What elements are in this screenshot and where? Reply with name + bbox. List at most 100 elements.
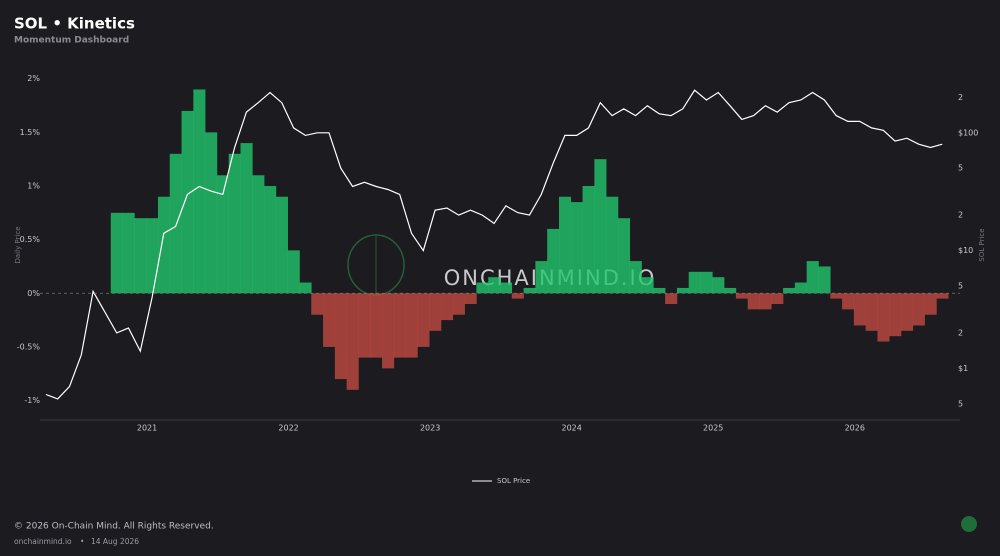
copyright: © 2026 On-Chain Mind. All Rights Reserve… <box>14 522 214 532</box>
y-tick-label: 0% <box>27 289 40 298</box>
momentum-bar <box>511 293 524 299</box>
momentum-bar <box>818 266 831 294</box>
momentum-bar <box>712 277 725 294</box>
momentum-bar <box>275 196 288 294</box>
momentum-bar <box>169 153 182 294</box>
y2-tick-label: $10 <box>958 246 973 255</box>
momentum-bar <box>264 186 277 294</box>
footer-site: onchainmind.io <box>14 537 72 546</box>
momentum-bar <box>370 293 383 358</box>
x-tick-label: 2025 <box>703 424 723 433</box>
momentum-bar <box>570 202 583 294</box>
momentum-bar <box>842 293 855 310</box>
y2-tick-label: 5 <box>958 282 963 291</box>
legend-label: SOL Price <box>497 477 530 485</box>
momentum-bar <box>794 282 807 294</box>
momentum-bar <box>853 293 866 326</box>
momentum-bar <box>417 293 430 347</box>
momentum-bar <box>441 293 454 321</box>
momentum-bar <box>924 293 937 315</box>
momentum-bar <box>205 132 218 294</box>
momentum-bar <box>676 287 690 294</box>
y-axis-label: Daily Price <box>14 226 22 263</box>
brain-logo <box>347 234 405 296</box>
momentum-bar <box>157 196 171 294</box>
y2-tick-label: 2 <box>958 328 963 337</box>
momentum-bar <box>912 293 925 326</box>
momentum-bar <box>346 293 359 390</box>
title: SOL • Kinetics <box>14 15 135 33</box>
momentum-bar <box>688 271 701 294</box>
momentum-bar <box>877 293 890 342</box>
momentum-bar <box>476 282 489 294</box>
momentum-bar <box>865 293 878 331</box>
momentum-bar <box>216 175 230 294</box>
momentum-bar <box>735 293 748 299</box>
y-tick-label: 2% <box>27 74 40 83</box>
momentum-bar <box>110 212 123 294</box>
momentum-bar <box>700 271 713 294</box>
momentum-bar <box>830 293 843 299</box>
momentum-bar <box>240 143 253 294</box>
footer-logo <box>961 516 977 532</box>
momentum-bar <box>747 293 760 310</box>
y-tick-label: -0.5% <box>17 342 41 351</box>
momentum-bar <box>193 89 206 294</box>
price-line <box>45 89 943 400</box>
momentum-bar <box>653 287 666 294</box>
y2-tick-label: 5 <box>958 399 963 408</box>
momentum-bar <box>806 261 819 294</box>
momentum-bar <box>134 218 147 294</box>
momentum-bar <box>500 282 513 294</box>
momentum-bar <box>617 218 631 294</box>
momentum-bar <box>252 175 265 294</box>
momentum-bar <box>323 293 336 347</box>
y-tick-label: -1% <box>24 396 40 405</box>
momentum-bar <box>181 110 194 294</box>
y-tick-label: 1.5% <box>20 128 41 137</box>
momentum-bar <box>771 293 784 304</box>
x-tick-label: 2022 <box>278 424 298 433</box>
momentum-bar <box>464 293 477 304</box>
momentum-bar <box>146 218 159 294</box>
momentum-bar <box>606 196 619 294</box>
momentum-bar <box>382 293 395 369</box>
momentum-bar <box>535 261 548 294</box>
momentum-bar <box>641 277 654 294</box>
plot <box>40 89 960 421</box>
y-tick-label: 0.5% <box>20 235 41 244</box>
momentum-bar <box>429 293 442 331</box>
subtitle: Momentum Dashboard <box>14 36 129 46</box>
y2-tick-label: $1 <box>958 364 968 373</box>
momentum-bar <box>311 293 324 315</box>
x-tick-label: 2023 <box>420 424 440 433</box>
y2-tick-label: 5 <box>958 164 963 173</box>
x-tick-label: 2026 <box>845 424 865 433</box>
momentum-bar <box>665 293 678 304</box>
momentum-bar <box>594 159 607 294</box>
momentum-bar <box>582 186 595 294</box>
momentum-bar <box>936 293 949 299</box>
y-tick-label: 1% <box>27 182 40 191</box>
momentum-bar <box>724 287 737 294</box>
momentum-bar <box>629 261 642 294</box>
momentum-bar <box>452 293 465 315</box>
footer-date: 14 Aug 2026 <box>91 537 139 546</box>
y2-axis-label: SOL Price <box>978 228 986 261</box>
y2-tick-label: 2 <box>958 93 963 102</box>
y2-tick-label: $100 <box>958 128 978 137</box>
x-tick-label: 2021 <box>137 424 157 433</box>
momentum-bar <box>405 293 418 358</box>
momentum-bar <box>358 293 371 358</box>
momentum-bar <box>523 287 536 294</box>
momentum-bar <box>393 293 406 358</box>
momentum-bar <box>759 293 772 310</box>
momentum-bar <box>558 196 572 294</box>
momentum-bar <box>122 212 135 294</box>
momentum-bar <box>299 282 312 294</box>
footer-separator: • <box>80 537 84 546</box>
momentum-bar <box>783 287 796 294</box>
momentum-bar <box>488 277 501 294</box>
momentum-bar <box>889 293 902 337</box>
